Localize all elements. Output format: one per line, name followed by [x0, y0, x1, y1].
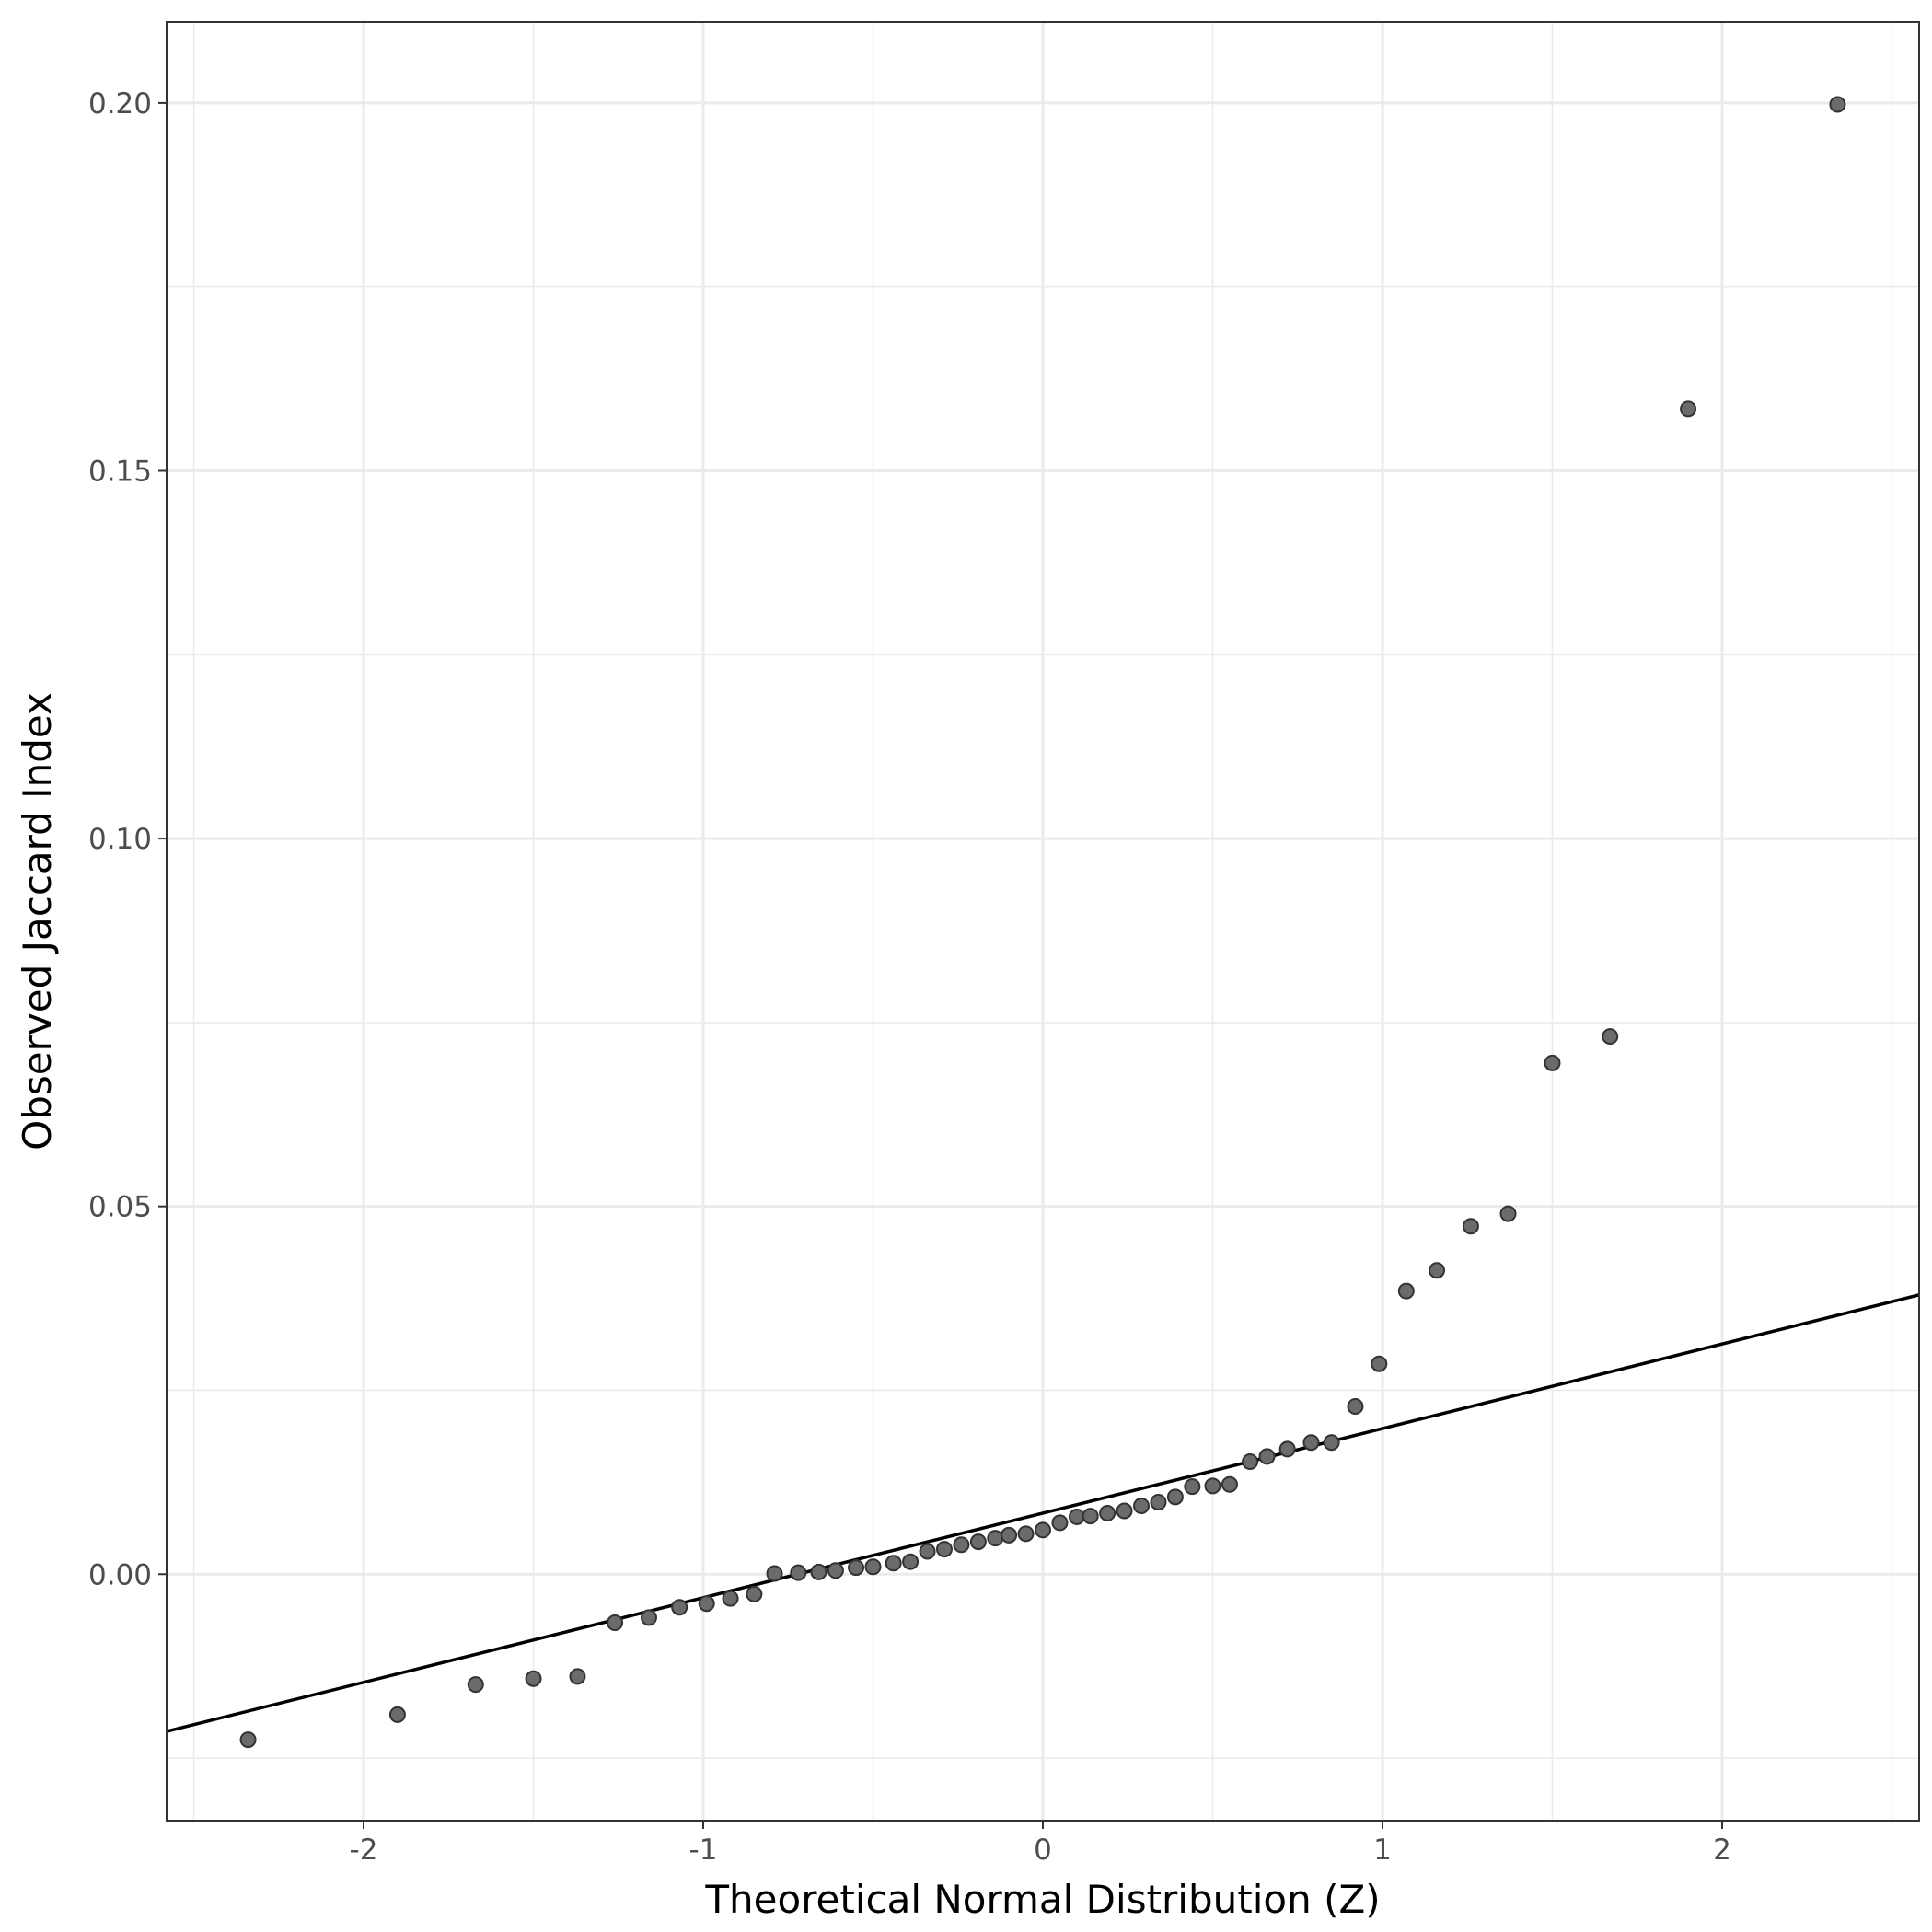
qq-point [1302, 1434, 1320, 1452]
x-axis-title: Theoretical Normal Distribution (Z) [704, 1877, 1380, 1922]
qq-point [969, 1533, 987, 1551]
qq-point [1221, 1475, 1238, 1493]
qq-point [1499, 1205, 1517, 1222]
qq-point [1462, 1218, 1479, 1235]
qq-point [1133, 1497, 1151, 1514]
axes-layer: -2 -1 0 1 2 0.00 0.05 0.10 0.15 0.20 [88, 87, 1731, 1867]
qq-point [1397, 1282, 1415, 1300]
qq-point [1017, 1525, 1035, 1543]
y-axis-title: Observed Jaccard Index [15, 692, 60, 1151]
qq-point [607, 1614, 624, 1632]
qq-point [1258, 1448, 1276, 1465]
qq-point [1051, 1514, 1069, 1532]
qq-point [722, 1590, 739, 1607]
y-tick-label: 0.10 [88, 823, 152, 856]
qq-point [1371, 1355, 1388, 1372]
y-tick-label: 0.05 [88, 1191, 152, 1224]
qq-point [525, 1670, 542, 1687]
qq-point [640, 1609, 657, 1626]
qq-point [1035, 1521, 1051, 1539]
qq-point [1544, 1054, 1561, 1071]
qq-point [746, 1585, 763, 1602]
qq-point [1204, 1477, 1221, 1495]
qq-point [790, 1564, 807, 1581]
qq-point [1347, 1398, 1364, 1416]
qq-point [902, 1553, 920, 1570]
qq-point [1184, 1478, 1201, 1496]
qq-point [827, 1562, 844, 1579]
y-tick-label: 0.00 [88, 1558, 152, 1591]
qq-point [698, 1595, 715, 1613]
qq-point [1099, 1504, 1116, 1521]
qq-point [766, 1565, 783, 1582]
points-layer [239, 96, 1846, 1749]
qq-point [1278, 1440, 1296, 1458]
qq-point [810, 1563, 827, 1580]
qq-point [1116, 1502, 1133, 1520]
qq-point [1680, 400, 1697, 418]
x-tick-label: 1 [1373, 1834, 1392, 1867]
qq-point [987, 1530, 1004, 1547]
qq-point [1150, 1493, 1167, 1510]
x-tick-label: 2 [1713, 1834, 1731, 1867]
qq-point [935, 1541, 953, 1558]
qq-point [953, 1536, 970, 1554]
qq-point [848, 1559, 865, 1577]
qq-point [919, 1543, 936, 1560]
qq-point [388, 1706, 406, 1723]
qq-point [1242, 1452, 1259, 1470]
qq-point [885, 1555, 902, 1572]
reference-line-layer [166, 1293, 1920, 1733]
qq-point [1166, 1488, 1184, 1506]
qq-point [1068, 1508, 1085, 1525]
qq-point [239, 1731, 257, 1749]
qq-point [1323, 1434, 1340, 1452]
qq-point [1829, 96, 1846, 113]
qq-point [1429, 1262, 1446, 1279]
qq-reference-line [166, 1293, 1920, 1733]
y-tick-label: 0.20 [88, 87, 152, 121]
x-tick-label: -1 [689, 1834, 718, 1867]
qq-point [467, 1676, 484, 1694]
grid-layer [167, 22, 1919, 1821]
qq-point [1001, 1526, 1018, 1544]
y-tick-label: 0.15 [88, 456, 152, 489]
x-tick-label: 0 [1034, 1834, 1052, 1867]
qq-point [864, 1558, 882, 1576]
qq-point [1082, 1508, 1099, 1525]
qq-point [671, 1599, 688, 1616]
x-tick-label: -2 [350, 1834, 378, 1867]
qq-point [569, 1668, 586, 1685]
qq-point [1602, 1028, 1619, 1046]
